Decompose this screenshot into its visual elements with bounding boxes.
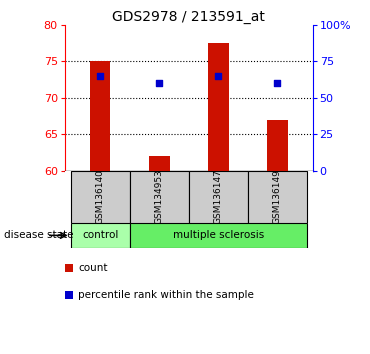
Text: disease state: disease state [4,230,73,240]
Point [97,73,103,79]
Bar [189,171,248,223]
Text: multiple sclerosis: multiple sclerosis [172,230,264,240]
Bar [208,43,229,171]
Text: percentile rank within the sample: percentile rank within the sample [78,290,254,300]
Bar [90,61,111,171]
Bar [71,171,130,223]
Bar [130,171,189,223]
Text: count: count [78,263,108,273]
Text: GSM134953: GSM134953 [155,169,164,224]
Point [156,80,162,86]
Text: GSM136140: GSM136140 [96,169,105,224]
Bar [149,156,169,171]
Text: GSM136149: GSM136149 [273,169,282,224]
Bar [130,223,307,248]
Bar [71,223,130,248]
Title: GDS2978 / 213591_at: GDS2978 / 213591_at [112,10,265,24]
Text: GSM136147: GSM136147 [214,169,223,224]
Point [215,73,221,79]
Bar [248,171,307,223]
Bar [267,120,287,171]
Point [274,80,280,86]
Text: control: control [82,230,118,240]
